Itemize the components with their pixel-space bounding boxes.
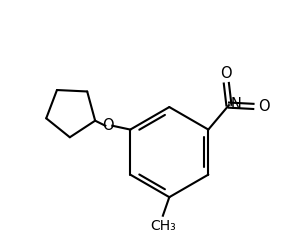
Text: O: O (258, 99, 269, 114)
Text: N: N (230, 97, 241, 112)
Text: CH₃: CH₃ (150, 219, 176, 233)
Text: O: O (220, 66, 232, 81)
Text: O: O (103, 118, 114, 133)
